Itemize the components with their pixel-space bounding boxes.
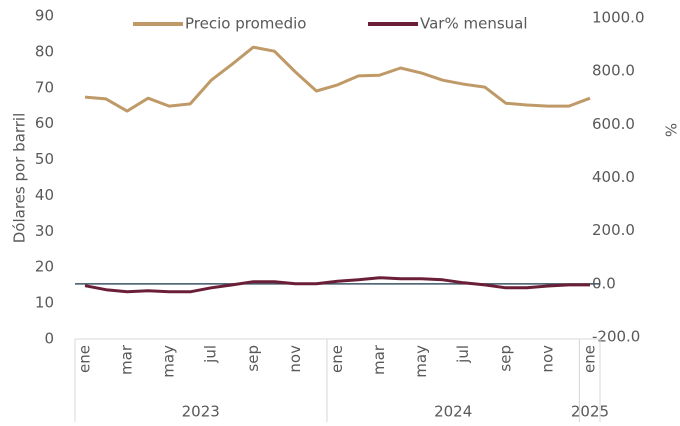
y2-tick-label: 1000.0 (592, 9, 645, 27)
x-tick-label: may (412, 345, 430, 378)
x-tick-label: mar (370, 344, 388, 375)
y-tick-label: 90 (35, 7, 54, 25)
group-label: 2025 (571, 403, 609, 421)
x-tick-label: jul (454, 345, 472, 364)
y-tick-label: 80 (35, 42, 54, 60)
legend-label: Var% mensual (420, 15, 528, 33)
legend-label: Precio promedio (185, 15, 306, 33)
x-tick-label: nov (538, 345, 556, 373)
line-series (84, 276, 590, 294)
y-tick-label: 0 (44, 330, 54, 348)
x-tick-label: sep (244, 345, 262, 372)
y2-tick-label: 600.0 (592, 115, 635, 133)
y2-tick-label: 800.0 (592, 62, 635, 80)
y-tick-label: 40 (35, 186, 54, 204)
x-tick-label: ene (328, 345, 346, 373)
y2-axis-label: % (662, 123, 680, 137)
line-series (84, 45, 591, 113)
y2-tick-label: 0.0 (592, 274, 616, 292)
y-tick-label: 70 (35, 78, 54, 96)
x-tick-label: mar (118, 344, 136, 375)
group-label: 2024 (434, 403, 472, 421)
x-tick-label: ene (76, 345, 94, 373)
y-tick-label: 10 (35, 294, 54, 312)
y-axis-label: Dólares por barril (11, 113, 29, 244)
y-tick-label: 60 (35, 114, 54, 132)
y-tick-label: 20 (35, 258, 54, 276)
x-tick-label: nov (286, 345, 304, 373)
x-tick-label: jul (202, 345, 220, 364)
x-tick-label: may (160, 345, 178, 378)
group-label: 2023 (182, 403, 220, 421)
y2-tick-label: 400.0 (592, 168, 635, 186)
y2-tick-label: -200.0 (592, 328, 640, 346)
y-tick-label: 30 (35, 222, 54, 240)
x-tick-label: ene (580, 345, 598, 373)
y2-tick-label: 200.0 (592, 221, 635, 239)
y-tick-label: 50 (35, 150, 54, 168)
x-tick-label: sep (496, 345, 514, 372)
